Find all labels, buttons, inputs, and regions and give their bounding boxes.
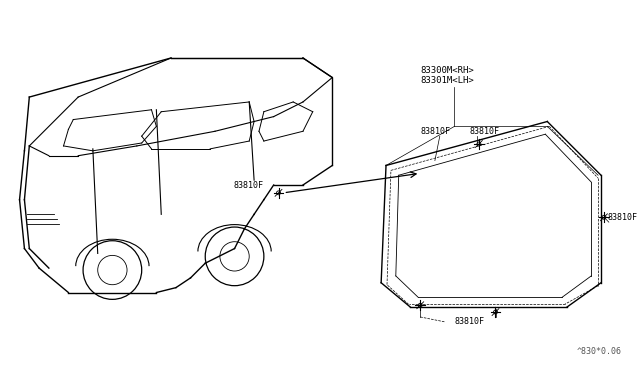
Text: 83810F: 83810F — [234, 180, 264, 189]
Text: 83810F: 83810F — [420, 127, 450, 136]
Text: 83810F: 83810F — [469, 127, 499, 136]
Text: ^830*0.06: ^830*0.06 — [577, 347, 621, 356]
Text: 83300M<RH>: 83300M<RH> — [420, 66, 474, 75]
Text: 83810F: 83810F — [608, 213, 638, 222]
Text: 83810F: 83810F — [454, 317, 484, 326]
Text: 83301M<LH>: 83301M<LH> — [420, 76, 474, 85]
